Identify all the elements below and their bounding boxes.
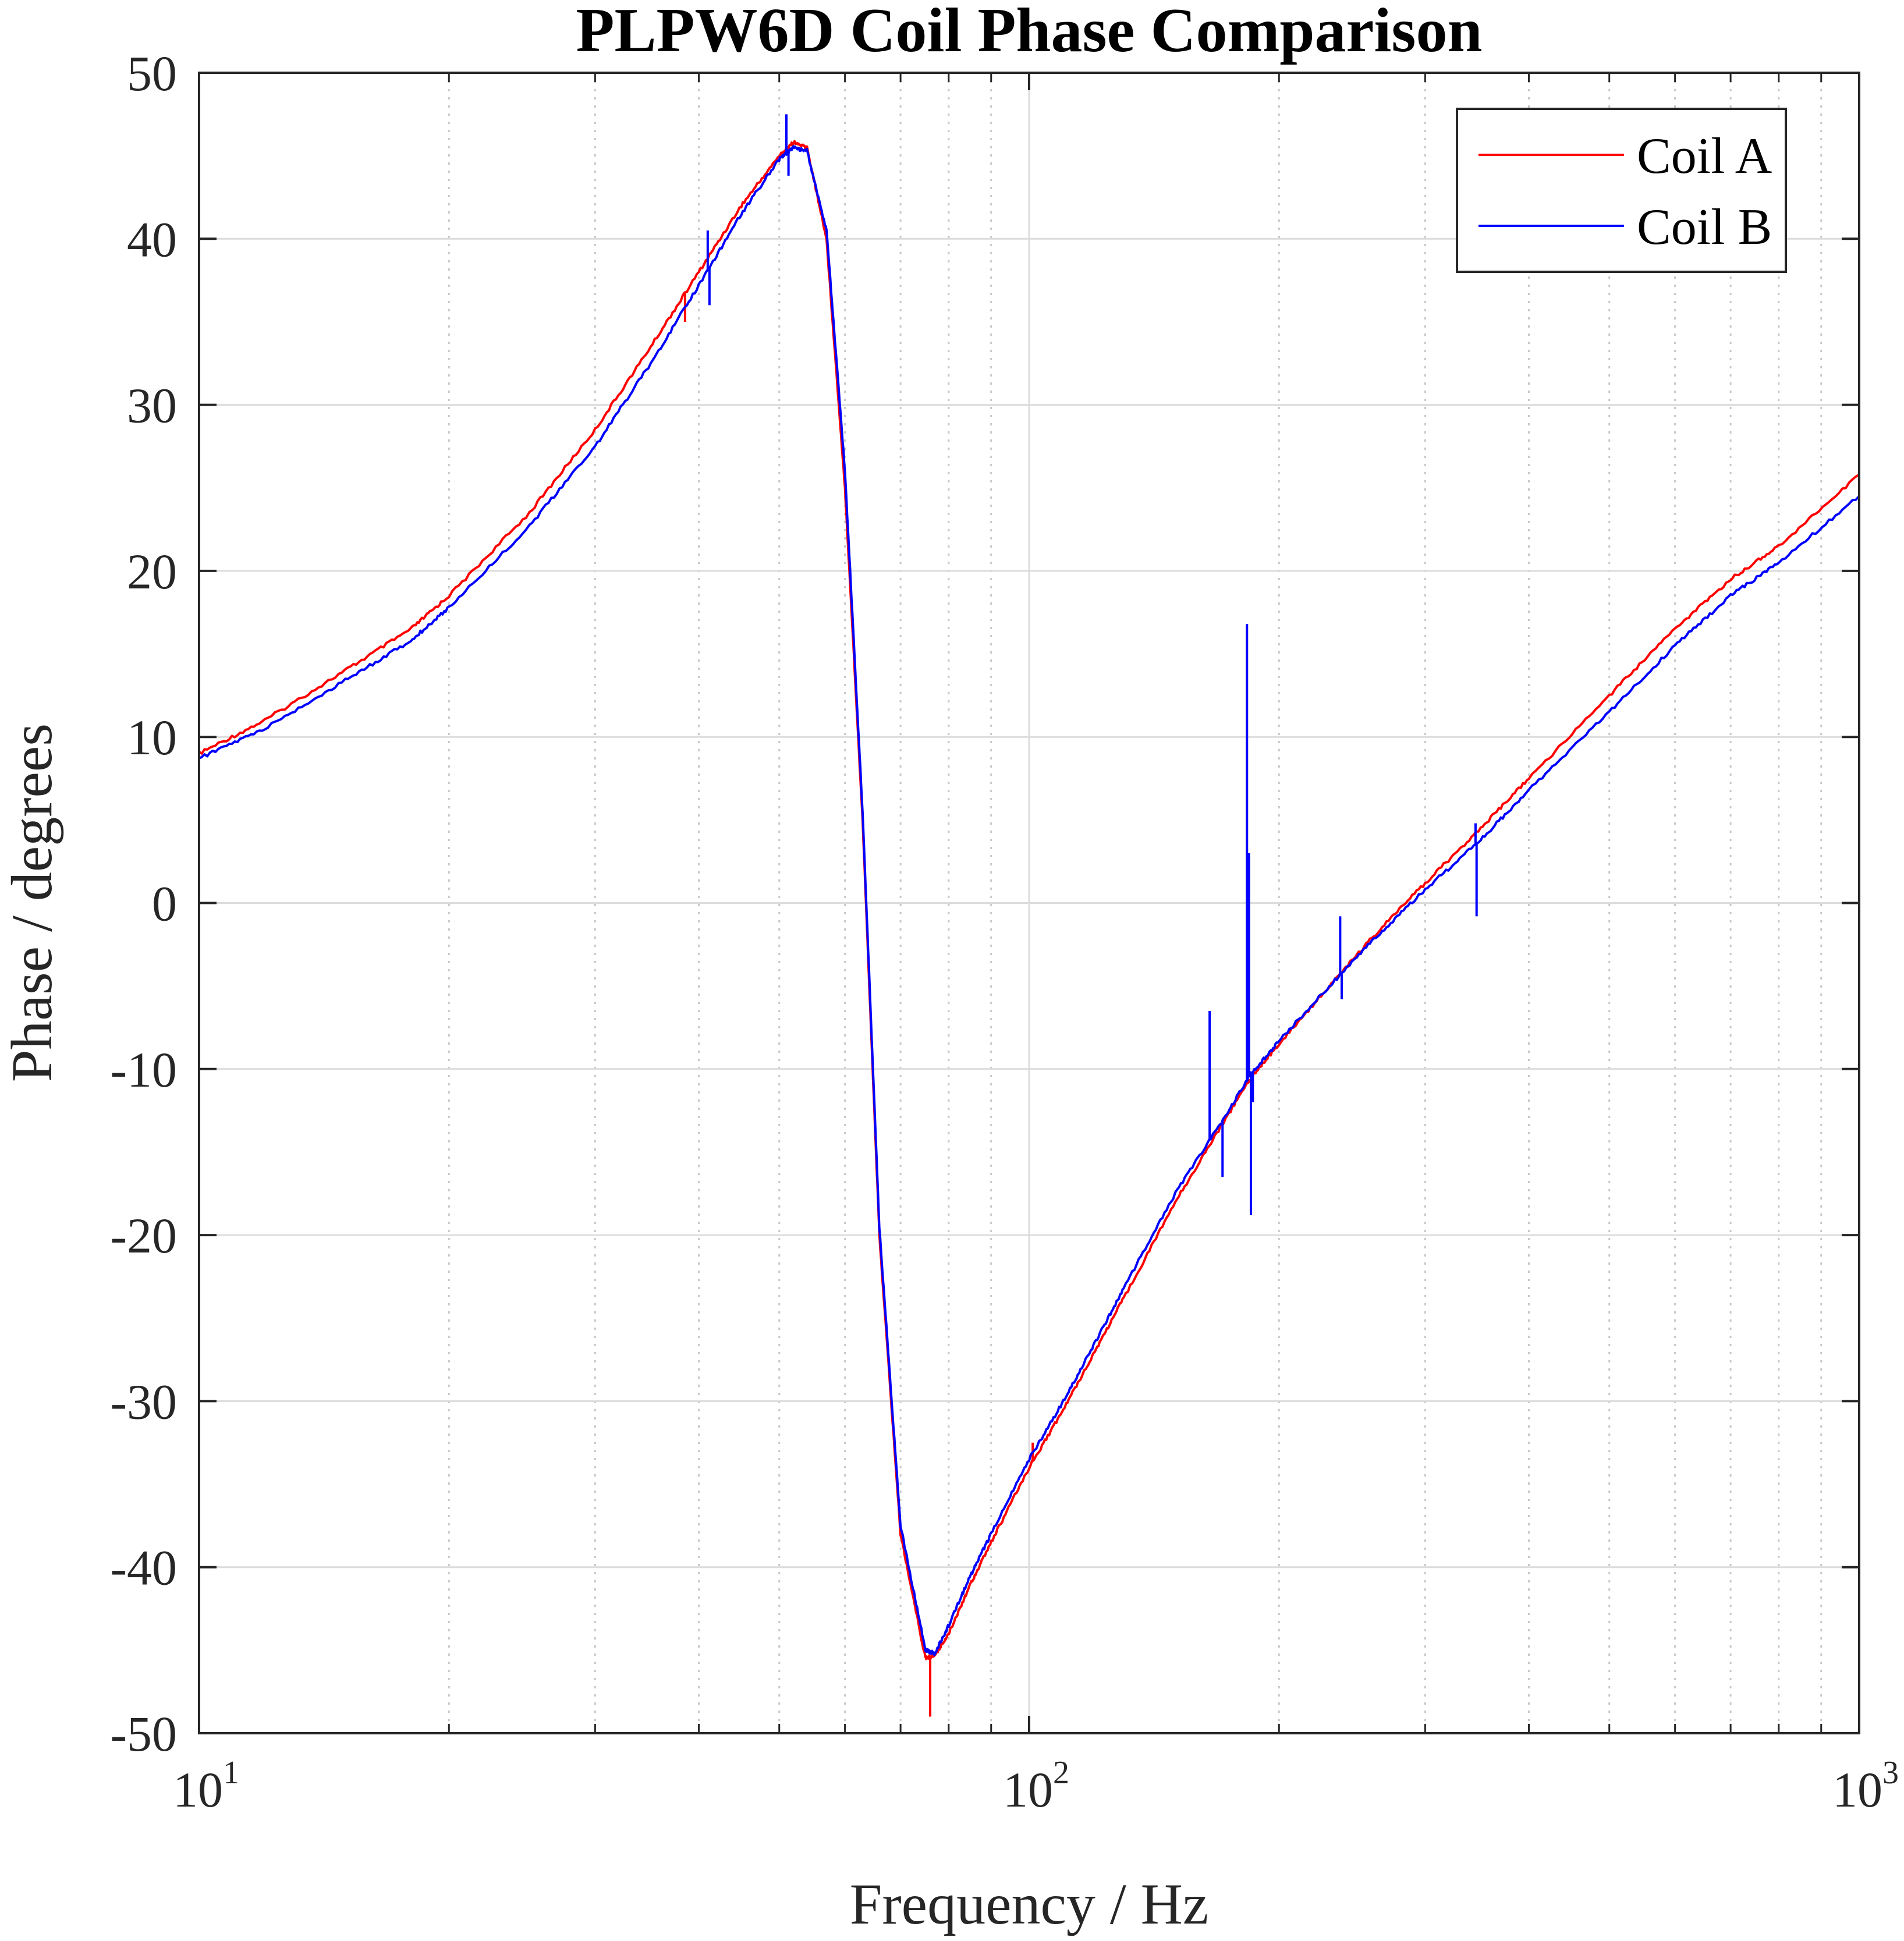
tick-layer: 101 102 103 50 40 30 20 10 0 -10 -20 -30 -40 -50 xyxy=(110,45,1899,1818)
series-line xyxy=(198,145,1860,1656)
x-axis-title: Frequency / Hz xyxy=(850,1872,1208,1936)
grid-layer xyxy=(199,73,1859,1733)
y-tick-label: 50 xyxy=(127,45,177,101)
series-layer xyxy=(198,114,1860,1717)
y-tick-label: 0 xyxy=(152,876,177,932)
x-tick-label: 101 xyxy=(173,1755,239,1818)
y-tick-label: 10 xyxy=(127,709,177,765)
legend-label-coil-a: Coil A xyxy=(1637,128,1772,184)
series-coil-b xyxy=(198,114,1860,1656)
x-tick-label: 103 xyxy=(1832,1755,1899,1818)
y-tick-label: 20 xyxy=(127,544,177,599)
y-tick-label: -40 xyxy=(110,1540,177,1596)
series-coil-a xyxy=(198,140,1860,1717)
legend-label-coil-b: Coil B xyxy=(1637,199,1772,256)
y-tick-label: -30 xyxy=(110,1374,177,1429)
y-axis-title: Phase / degrees xyxy=(0,723,64,1082)
x-tick-label: 102 xyxy=(1003,1755,1069,1818)
y-tick-label: 30 xyxy=(127,378,177,434)
y-tick-label: -50 xyxy=(110,1706,177,1762)
y-tick-label: 40 xyxy=(127,211,177,267)
y-tick-label: -10 xyxy=(110,1042,177,1098)
y-tick-label: -20 xyxy=(110,1208,177,1264)
legend: Coil A Coil B xyxy=(1456,108,1787,273)
legend-box xyxy=(1456,108,1787,273)
chart-title: PLPW6D Coil Phase Comparison xyxy=(576,0,1482,65)
series-line xyxy=(198,140,1860,1660)
